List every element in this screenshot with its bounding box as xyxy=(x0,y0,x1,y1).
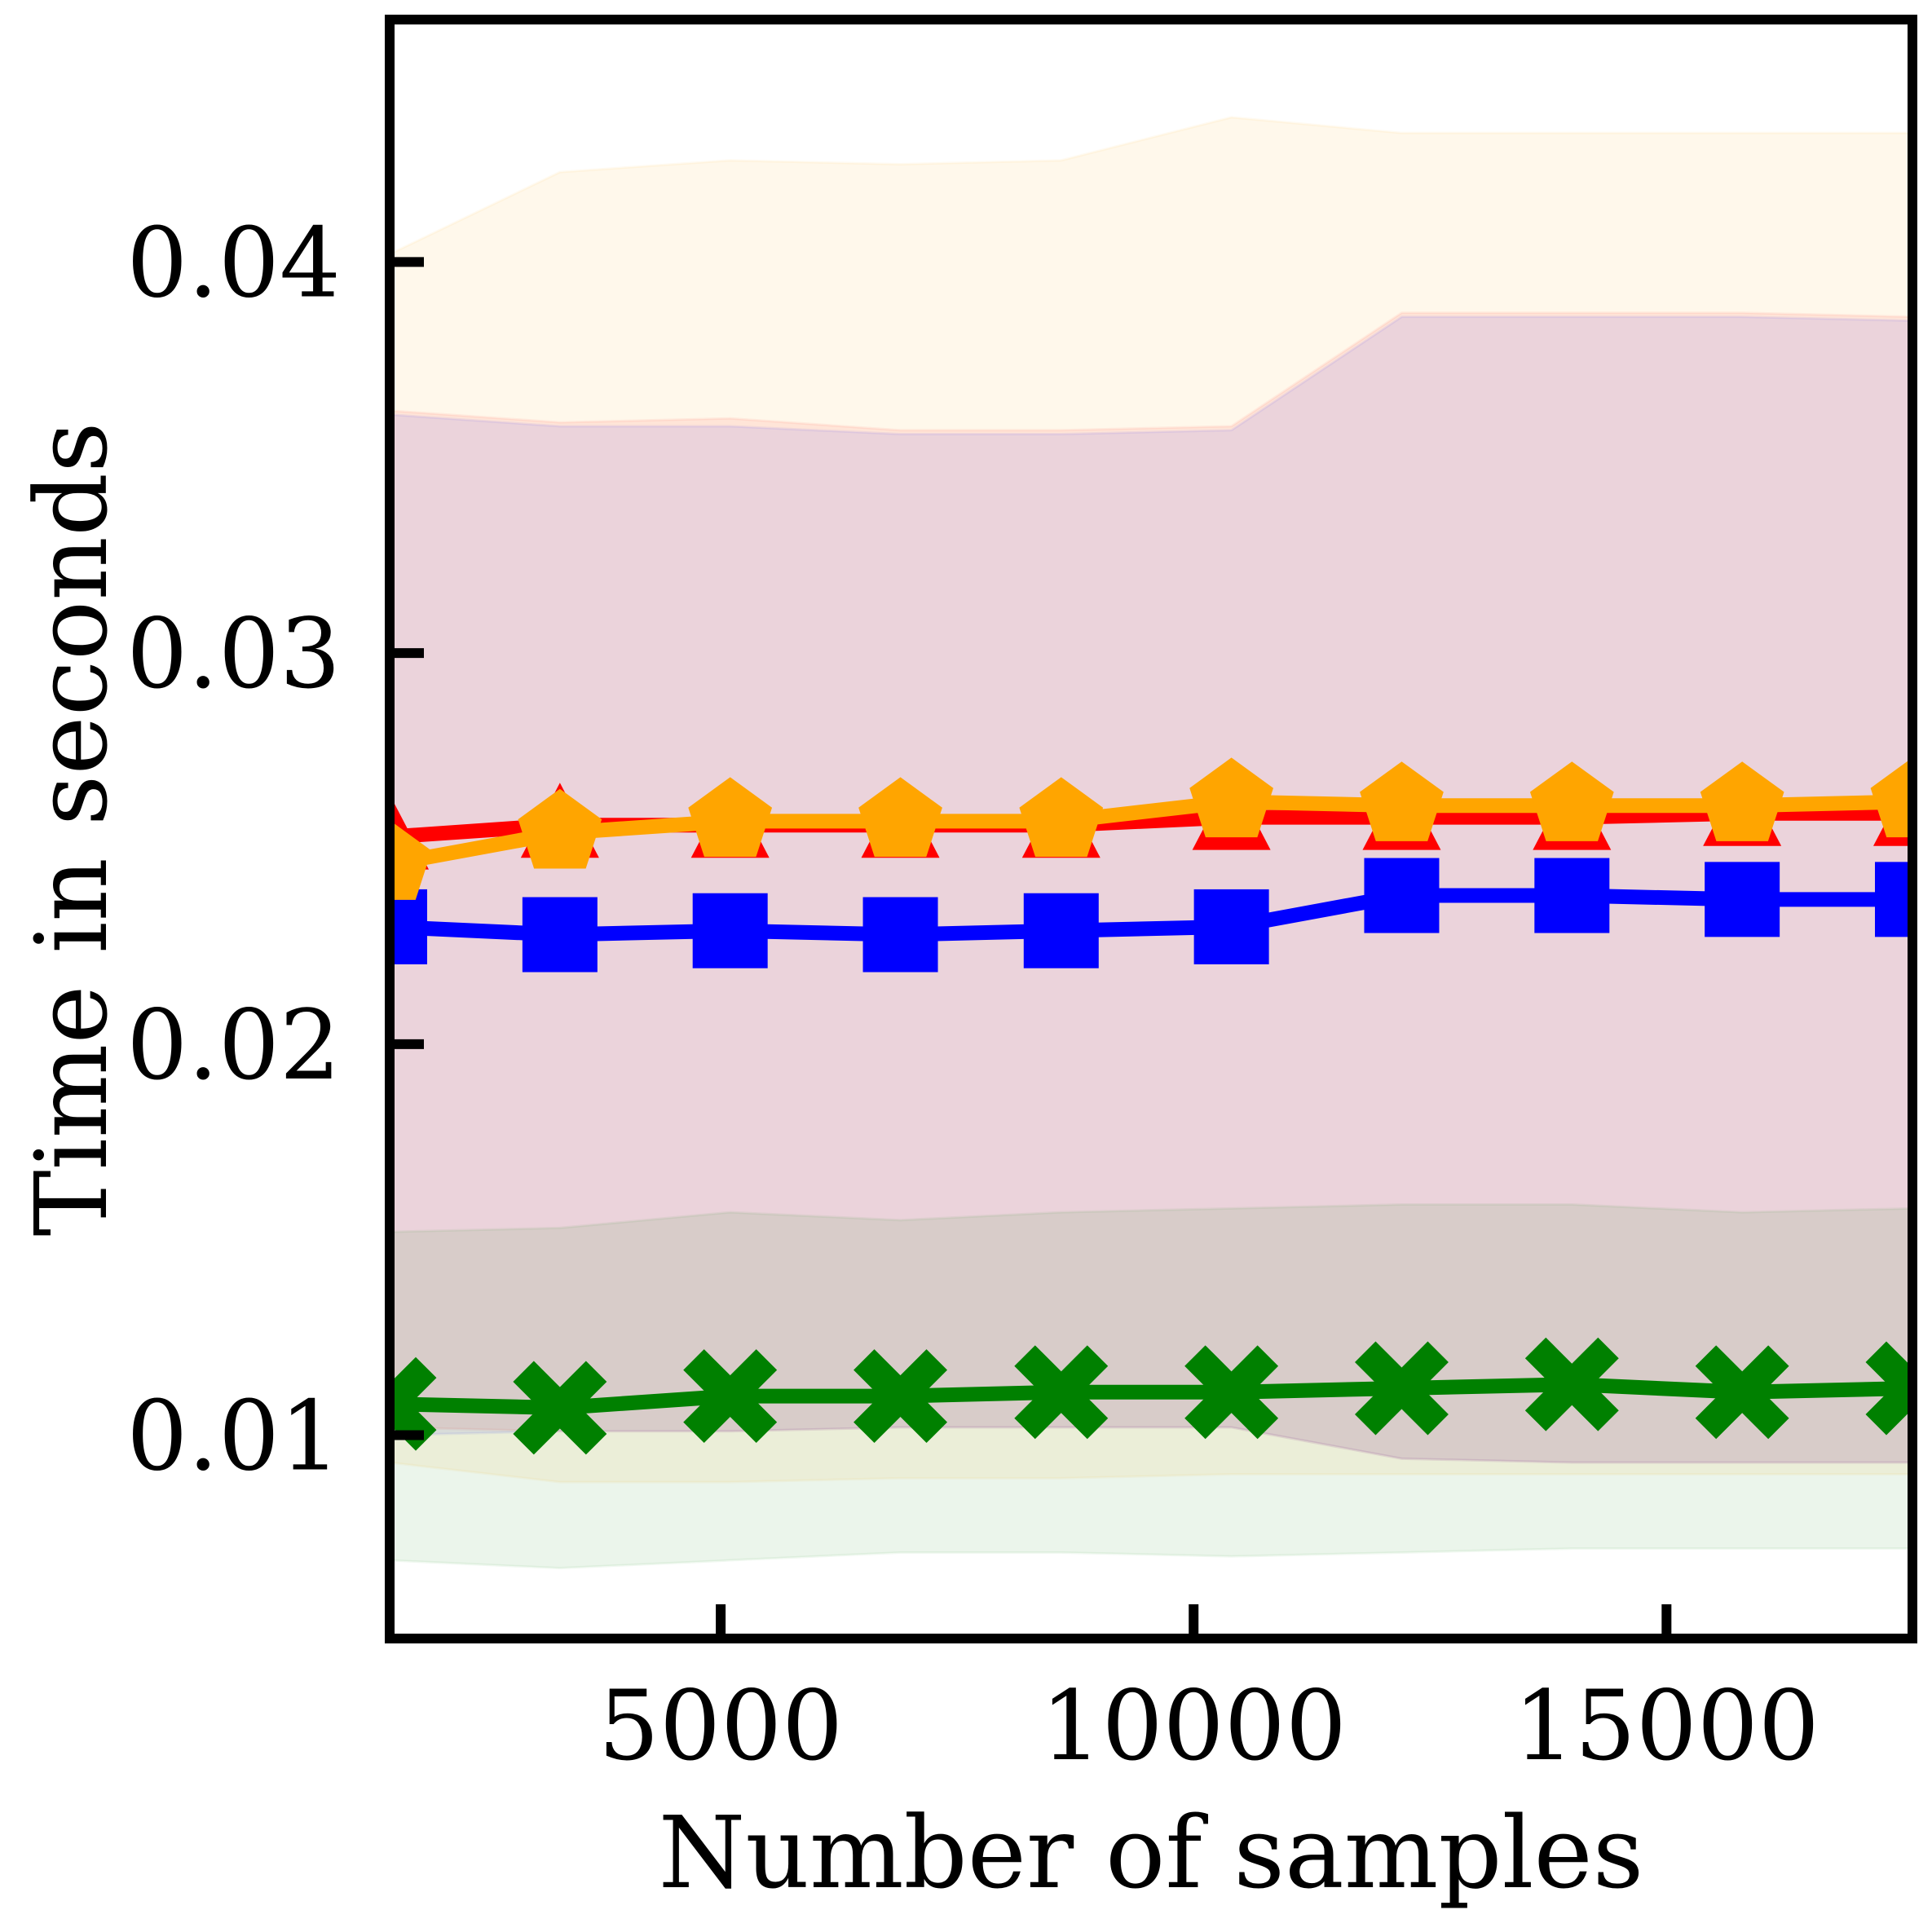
band-series-2 xyxy=(390,315,1912,1464)
marker-series-2-point-4 xyxy=(1023,893,1099,968)
marker-series-2-point-2 xyxy=(692,893,768,968)
marker-series-2-point-6 xyxy=(1364,858,1440,933)
marker-series-1-point-3 xyxy=(858,777,942,858)
marker-series-3-point-5 xyxy=(1184,1345,1279,1440)
marker-series-3-point-6 xyxy=(1355,1341,1449,1436)
y-axis-label: Time in seconds xyxy=(14,421,130,1236)
line-series-1 xyxy=(390,794,1912,872)
marker-series-1-point-4 xyxy=(1019,777,1104,858)
y-tick-label: 0.03 xyxy=(126,598,341,710)
marker-series-3-point-4 xyxy=(1014,1345,1109,1440)
marker-series-2-point-8 xyxy=(1705,862,1780,937)
band-series-0 xyxy=(390,311,1912,1464)
marker-series-1-point-2 xyxy=(688,777,773,858)
marker-series-3-point-0 xyxy=(390,1356,437,1451)
confidence-bands xyxy=(390,116,1912,1570)
marker-series-1-point-8 xyxy=(1700,761,1784,841)
series-markers xyxy=(390,757,1912,1455)
marker-series-1-point-6 xyxy=(1360,761,1444,841)
x-tick-label: 5000 xyxy=(598,1670,843,1782)
marker-series-3-point-1 xyxy=(513,1361,607,1455)
marker-series-2-point-0 xyxy=(390,889,427,964)
marker-series-1-point-5 xyxy=(1189,757,1273,838)
y-tick-label: 0.01 xyxy=(126,1380,341,1493)
marker-series-1-point-1 xyxy=(518,788,602,869)
marker-series-1-point-0 xyxy=(390,820,432,900)
marker-series-3-point-8 xyxy=(1695,1345,1789,1440)
x-tick-label: 10000 xyxy=(1041,1670,1347,1782)
marker-series-3-point-7 xyxy=(1524,1337,1619,1431)
marker-series-2-point-9 xyxy=(1875,862,1912,937)
y-tick-label: 0.02 xyxy=(126,989,341,1101)
marker-series-3-point-9 xyxy=(1865,1341,1912,1436)
marker-series-3-point-2 xyxy=(683,1349,778,1444)
x-axis-label: Number of samples xyxy=(659,1795,1644,1911)
axis-ticks xyxy=(390,257,1672,1639)
marker-series-2-point-5 xyxy=(1193,889,1269,964)
series-lines xyxy=(390,794,1912,1415)
y-tick-label: 0.04 xyxy=(126,206,341,319)
line-series-3 xyxy=(390,1377,1912,1415)
marker-series-3-point-3 xyxy=(854,1349,947,1444)
marker-series-2-point-3 xyxy=(862,897,938,973)
marker-series-1-point-7 xyxy=(1529,761,1614,841)
band-series-1 xyxy=(390,116,1912,1484)
line-series-2 xyxy=(390,888,1912,942)
x-tick-label: 15000 xyxy=(1514,1670,1820,1782)
marker-series-1-point-9 xyxy=(1870,757,1912,838)
plot-frame xyxy=(385,15,1917,1643)
marker-series-2-point-7 xyxy=(1534,858,1610,933)
tick-labels: 0.01 0.02 0.03 0.04 5000 10000 15000 xyxy=(126,206,1820,1782)
marker-series-2-point-1 xyxy=(522,897,598,973)
